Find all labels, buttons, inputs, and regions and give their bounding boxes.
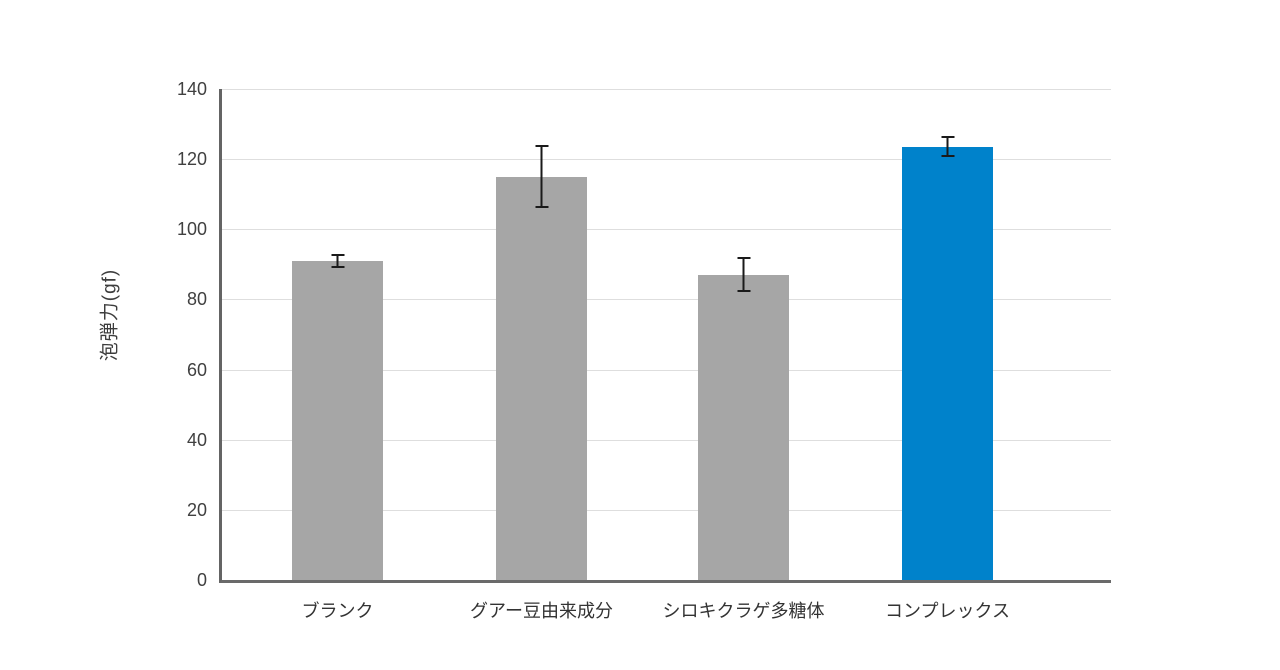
y-tick-label-60: 60	[186, 359, 207, 380]
x-tick-label-1: グアー豆由来成分	[470, 601, 613, 621]
gridline-y-100	[222, 229, 1111, 231]
gridline-y-140	[222, 89, 1111, 90]
gridline-y-20	[222, 509, 1111, 511]
y-tick-label-40: 40	[186, 429, 207, 450]
gridline-y-60	[222, 369, 1111, 371]
bar-group-2: シロキクラゲ多糖体	[663, 257, 825, 621]
bar-group-0: ブランク	[292, 253, 383, 621]
error-bar-0	[331, 253, 344, 268]
y-tick-label-80: 80	[186, 289, 207, 310]
y-axis-title: 泡弾力(gf)	[99, 268, 121, 362]
y-tick-label-120: 120	[176, 149, 207, 170]
plot-area: 0 20 40 60 80 100 120 140 ブランク グアー豆由来成分 シロキクラゲ多糖体 コ…	[177, 79, 1111, 621]
gridline-y-80	[222, 299, 1111, 301]
x-tick-label-3: コンプレックス	[885, 601, 1010, 621]
x-tick-label-0: ブランク	[301, 601, 374, 621]
gridline-y-40	[222, 439, 1111, 441]
x-tick-label-2: シロキクラゲ多糖体	[662, 601, 825, 621]
bar-3	[902, 146, 993, 580]
y-tick-label-0: 0	[196, 570, 207, 590]
y-tick-label-20: 20	[186, 499, 207, 520]
bar-1	[496, 176, 587, 580]
error-bar-2	[737, 257, 750, 293]
y-tick-label-140: 140	[176, 79, 207, 99]
error-bar-3	[941, 136, 954, 158]
bar-group-1: グアー豆由来成分	[470, 145, 613, 621]
bar-2	[698, 274, 789, 580]
bar-group-3: コンプレックス	[885, 136, 1010, 621]
gridline-y-120	[222, 159, 1111, 161]
bar-0	[292, 260, 383, 580]
y-tick-label-100: 100	[176, 219, 207, 240]
error-bar-1	[535, 145, 548, 209]
